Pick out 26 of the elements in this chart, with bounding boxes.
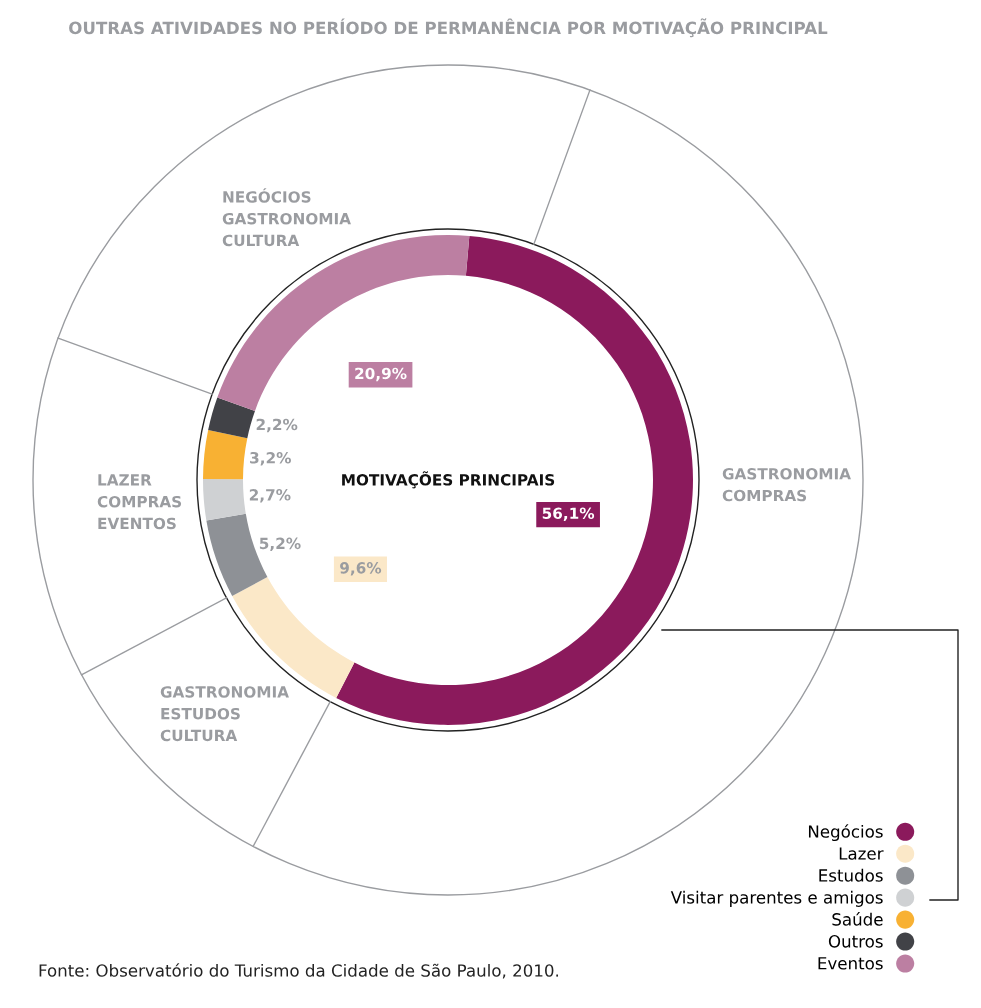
chart-title: OUTRAS ATIVIDADES NO PERÍODO DE PERMANÊNCIA POR MOTIVAÇÃO PRINCIPAL [69, 18, 828, 38]
data-label: 20,9% [355, 367, 407, 382]
donut-slice [208, 397, 255, 439]
text: GASTRONOMIA COMPRAS [722, 468, 851, 502]
source-note: Fonte: Observatório do Turismo da Cidade de São Paulo, 2010. [39, 963, 559, 979]
donut-slice [217, 235, 470, 411]
data-label: 9,6% [340, 562, 382, 576]
data-label: 5,2% [259, 537, 301, 552]
text: LAZER COMPRAS EVENTOS [97, 474, 182, 530]
donut-slice [336, 235, 693, 725]
data-label: 2,7% [249, 489, 291, 503]
text: MOTIVAÇÕES PRINCIPAIS [342, 471, 555, 489]
legend-label: Saúde [832, 912, 883, 926]
text: NEGÓCIOS GASTRONOMIA CULTURA [222, 188, 351, 247]
legend-label: Outros [828, 935, 883, 948]
data-label: 3,2% [250, 452, 291, 466]
legend-label: Estudos [819, 868, 883, 882]
legend-label: Lazer [839, 847, 884, 860]
legend-label: Visitar parentes e amigos [670, 890, 883, 907]
data-label: 2,2% [256, 418, 298, 433]
donut-slice [203, 430, 248, 480]
text: GASTRONOMIA ESTUDOS CULTURA [160, 686, 289, 742]
donut-slice [203, 479, 246, 521]
data-label: 56,1% [542, 507, 595, 522]
legend-label: Eventos [818, 957, 883, 970]
legend-label: Negócios [808, 824, 883, 842]
